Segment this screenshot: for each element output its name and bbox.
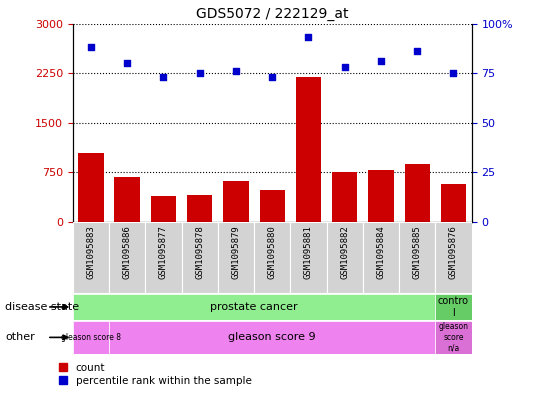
Point	[195, 70, 204, 76]
Text: GSM1095879: GSM1095879	[231, 226, 240, 279]
Text: GSM1095876: GSM1095876	[449, 226, 458, 279]
Point	[304, 34, 313, 40]
Bar	[405, 165, 430, 222]
Bar	[291, 222, 327, 293]
Bar	[296, 77, 321, 222]
Text: other: other	[5, 332, 35, 342]
Text: GSM1095877: GSM1095877	[159, 226, 168, 279]
Bar	[146, 222, 182, 293]
Text: disease state: disease state	[5, 302, 80, 312]
Text: contro
l: contro l	[438, 296, 469, 318]
Bar	[441, 184, 466, 222]
Bar	[363, 222, 399, 293]
Bar	[187, 195, 212, 222]
Bar	[73, 222, 109, 293]
Bar	[109, 222, 146, 293]
Point	[449, 70, 458, 76]
Text: prostate cancer: prostate cancer	[210, 302, 298, 312]
Bar	[218, 222, 254, 293]
Bar	[332, 173, 357, 222]
Text: gleason score 8: gleason score 8	[61, 333, 121, 342]
Bar	[73, 321, 109, 354]
Bar	[114, 177, 140, 222]
Bar	[436, 321, 472, 354]
Text: GSM1095881: GSM1095881	[304, 226, 313, 279]
Bar	[368, 171, 393, 222]
Bar	[78, 152, 103, 222]
Legend: count, percentile rank within the sample: count, percentile rank within the sample	[59, 363, 252, 386]
Point	[87, 44, 95, 51]
Bar	[151, 196, 176, 222]
Bar	[109, 321, 436, 354]
Bar	[223, 181, 248, 222]
Point	[377, 58, 385, 64]
Bar	[254, 222, 291, 293]
Text: GSM1095884: GSM1095884	[376, 226, 385, 279]
Point	[232, 68, 240, 74]
Point	[268, 74, 277, 80]
Point	[159, 74, 168, 80]
Text: GSM1095883: GSM1095883	[86, 226, 95, 279]
Point	[413, 48, 421, 55]
Title: GDS5072 / 222129_at: GDS5072 / 222129_at	[196, 7, 348, 21]
Text: GSM1095878: GSM1095878	[195, 226, 204, 279]
Text: GSM1095880: GSM1095880	[268, 226, 277, 279]
Text: gleason
score
n/a: gleason score n/a	[439, 323, 468, 352]
Text: GSM1095886: GSM1095886	[123, 226, 132, 279]
Bar	[327, 222, 363, 293]
Bar	[436, 294, 472, 320]
Bar	[399, 222, 436, 293]
Text: GSM1095885: GSM1095885	[413, 226, 421, 279]
Point	[341, 64, 349, 70]
Text: GSM1095882: GSM1095882	[340, 226, 349, 279]
Bar	[259, 190, 285, 222]
Bar	[182, 222, 218, 293]
Text: gleason score 9: gleason score 9	[229, 332, 316, 342]
Point	[123, 60, 132, 66]
Bar	[436, 222, 472, 293]
